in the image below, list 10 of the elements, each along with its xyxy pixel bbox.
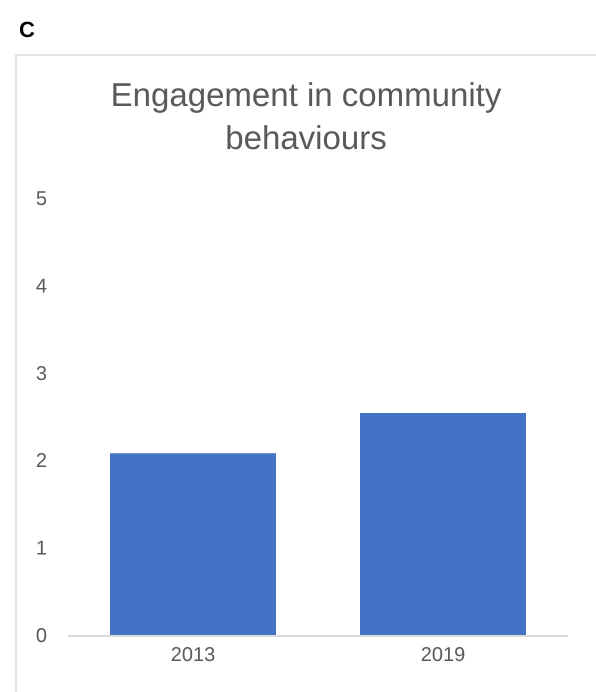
y-tick-label: 0 — [36, 625, 47, 647]
y-tick-label: 2 — [36, 450, 47, 472]
x-tick-label: 2013 — [170, 644, 216, 666]
chart-title: Engagement in community behaviours — [110, 76, 502, 156]
y-tick-label: 5 — [36, 188, 47, 210]
y-tick-label: 3 — [36, 362, 47, 385]
x-tick-label: 2019 — [420, 644, 466, 666]
y-tick-label: 4 — [36, 275, 47, 298]
text: C — [19, 17, 35, 42]
y-tick-label: 1 — [36, 538, 47, 560]
